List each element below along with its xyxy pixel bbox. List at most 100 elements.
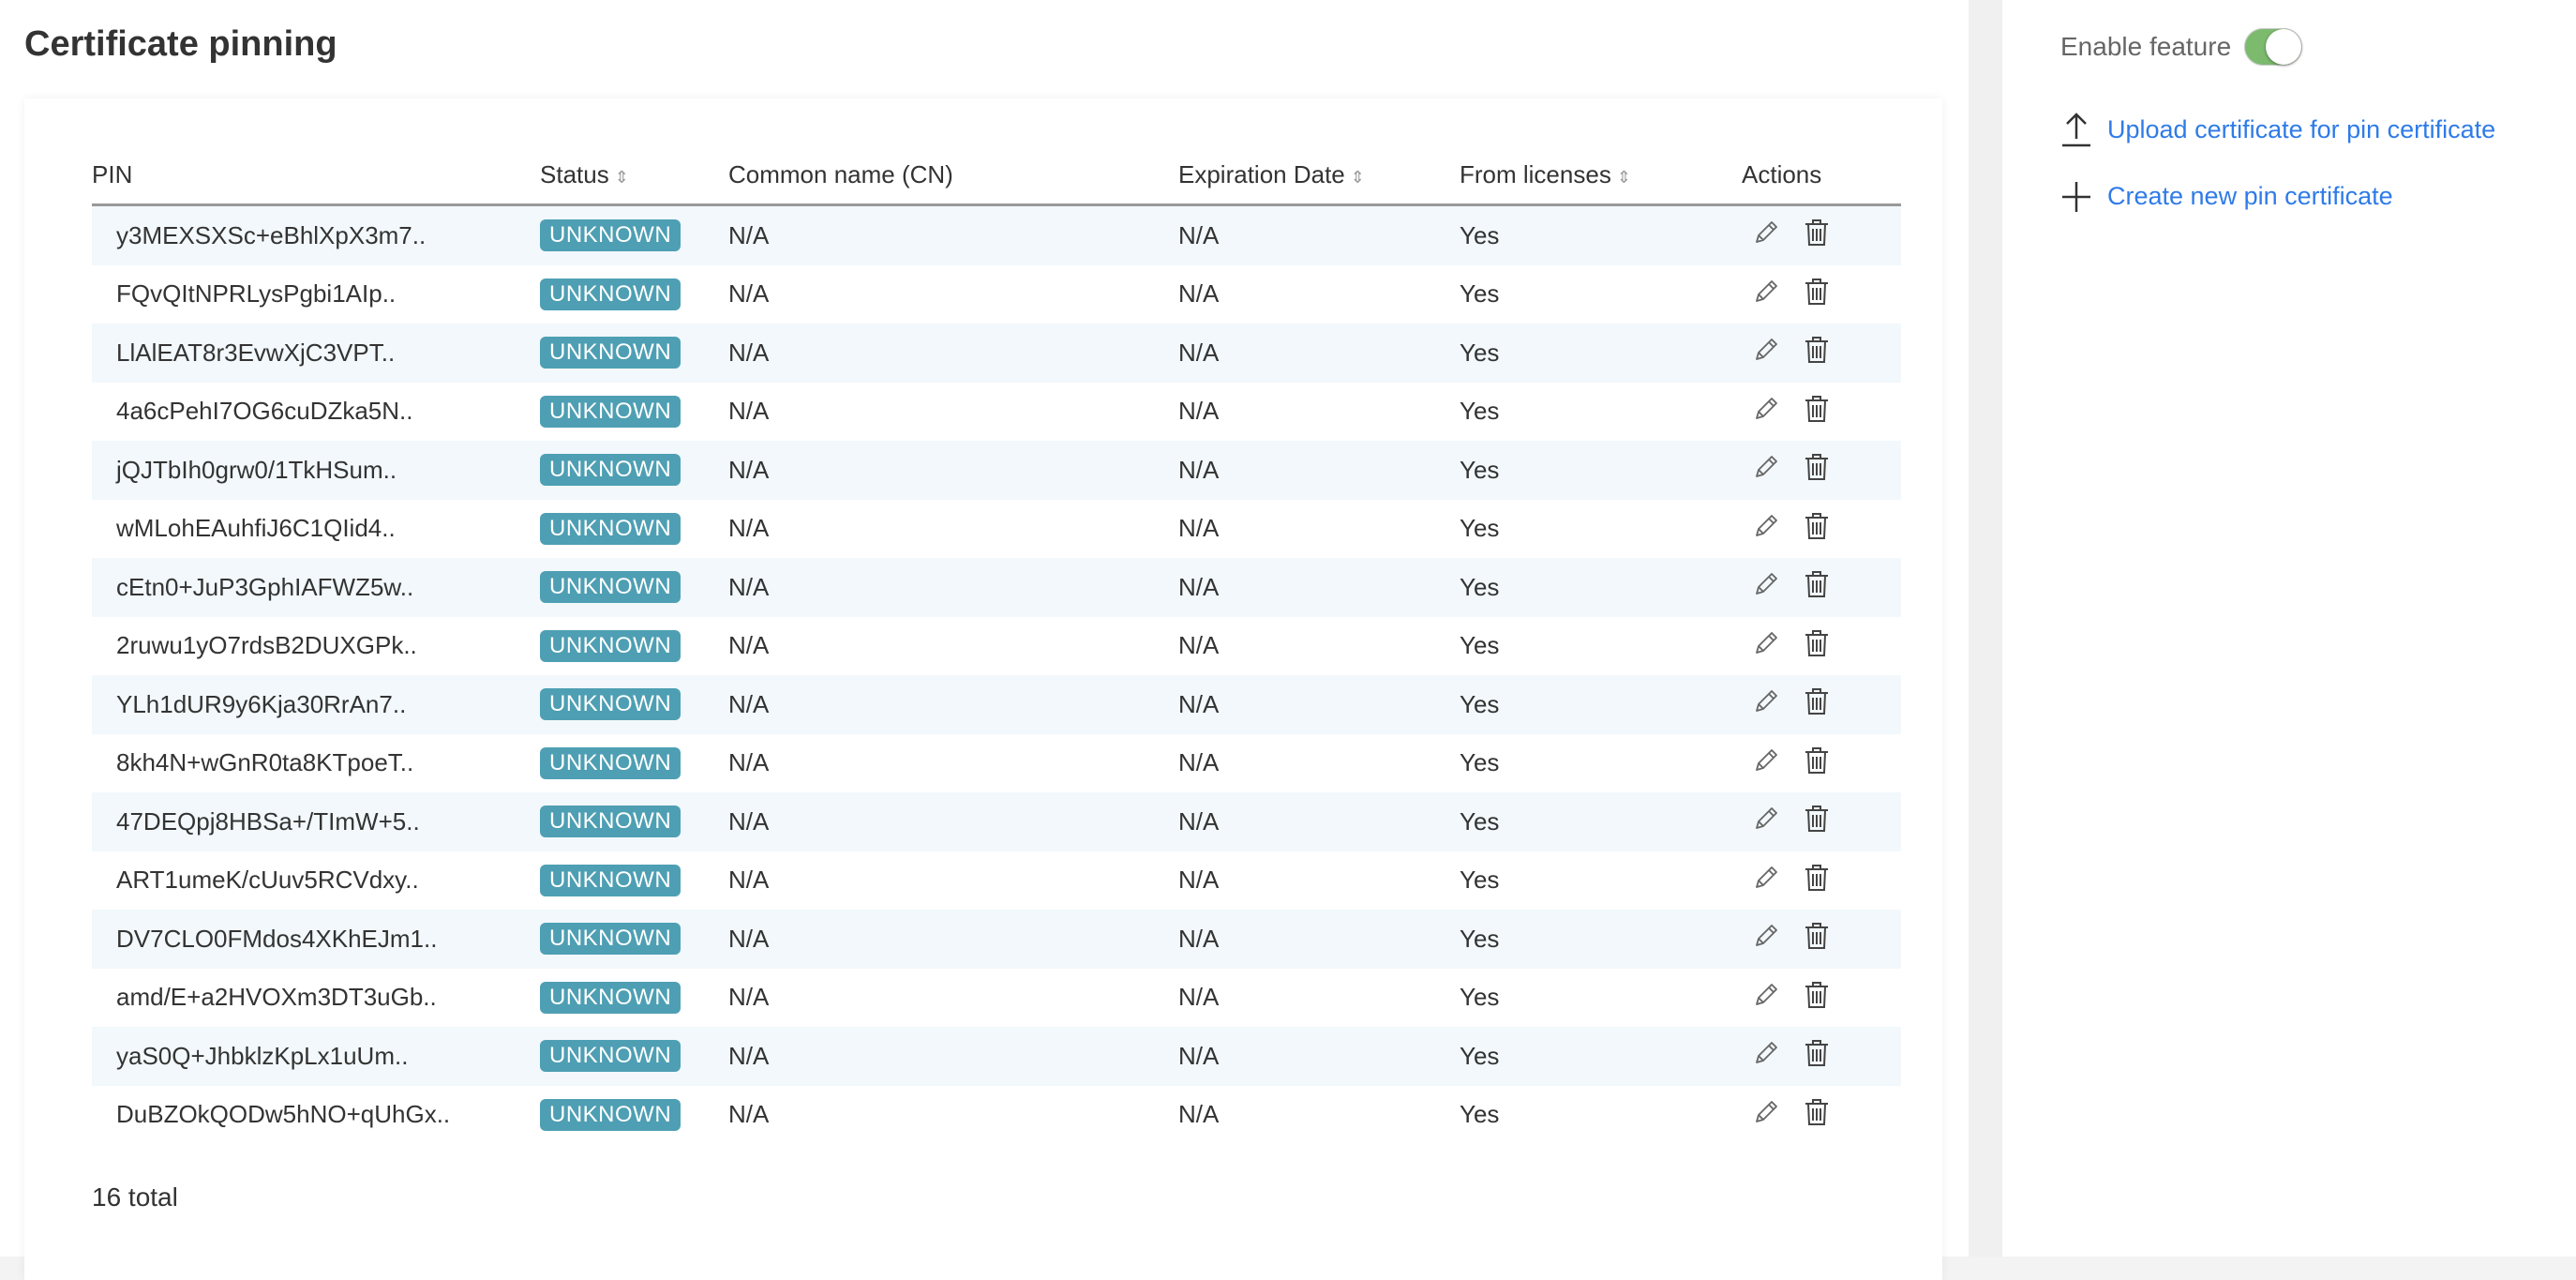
status-cell: UNKNOWN bbox=[540, 500, 728, 559]
table-row[interactable]: LlAlEAT8r3EvwXjC3VPT.. UNKNOWN N/A N/A Yes bbox=[92, 324, 1901, 383]
header-status-label: Status bbox=[540, 159, 609, 188]
expiration-cell: N/A bbox=[1178, 338, 1220, 367]
actions-cell bbox=[1742, 792, 1901, 851]
expiration-cell: N/A bbox=[1178, 220, 1220, 249]
status-badge: UNKNOWN bbox=[540, 278, 681, 310]
header-from-licenses[interactable]: From licenses ⇕ bbox=[1460, 145, 1742, 206]
pin-cell: 8kh4N+wGnR0ta8KTpoeT.. bbox=[116, 748, 414, 777]
trash-icon[interactable] bbox=[1802, 1037, 1832, 1069]
status-cell: UNKNOWN bbox=[540, 851, 728, 911]
table-row[interactable]: ART1umeK/cUuv5RCVdxy.. UNKNOWN N/A N/A Yes bbox=[92, 851, 1901, 911]
enable-feature: Enable feature bbox=[2060, 28, 2303, 66]
trash-icon[interactable] bbox=[1802, 627, 1832, 659]
sort-icon[interactable]: ⇕ bbox=[614, 167, 629, 187]
status-badge: UNKNOWN bbox=[540, 981, 681, 1014]
from-licenses-cell: Yes bbox=[1460, 1041, 1500, 1070]
table-row[interactable]: cEtn0+JuP3GphIAFWZ5w.. UNKNOWN N/A N/A Yes bbox=[92, 558, 1901, 617]
header-actions: Actions bbox=[1742, 145, 1901, 206]
from-licenses-cell: Yes bbox=[1460, 866, 1500, 895]
header-actions-label: Actions bbox=[1742, 159, 1822, 188]
table-row[interactable]: 4a6cPehI7OG6cuDZka5N.. UNKNOWN N/A N/A Yes bbox=[92, 383, 1901, 442]
table-row[interactable]: 8kh4N+wGnR0ta8KTpoeT.. UNKNOWN N/A N/A Yes bbox=[92, 734, 1901, 793]
from-licenses-cell: Yes bbox=[1460, 631, 1500, 660]
pencil-icon[interactable] bbox=[1751, 394, 1781, 424]
table-row[interactable]: wMLohEAuhfiJ6C1QIid4.. UNKNOWN N/A N/A Yes bbox=[92, 500, 1901, 559]
table-row[interactable]: DV7CLO0FMdos4XKhEJm1.. UNKNOWN N/A N/A Yes bbox=[92, 910, 1901, 969]
enable-feature-toggle[interactable] bbox=[2244, 28, 2303, 66]
create-certificate-link[interactable]: Create new pin certificate bbox=[2060, 177, 2393, 215]
pencil-icon[interactable] bbox=[1751, 511, 1781, 541]
side-panel: Enable feature Upload certificate for pi… bbox=[2002, 0, 2576, 1257]
pencil-icon[interactable] bbox=[1751, 335, 1781, 365]
trash-icon[interactable] bbox=[1802, 862, 1832, 894]
pencil-icon[interactable] bbox=[1751, 686, 1781, 716]
table-row[interactable]: jQJTbIh0grw0/1TkHSum.. UNKNOWN N/A N/A Yes bbox=[92, 441, 1901, 500]
pencil-icon[interactable] bbox=[1751, 804, 1781, 834]
pencil-icon[interactable] bbox=[1751, 1097, 1781, 1127]
trash-icon[interactable] bbox=[1802, 217, 1832, 248]
pencil-icon[interactable] bbox=[1751, 980, 1781, 1010]
status-badge: UNKNOWN bbox=[540, 1040, 681, 1073]
status-cell: UNKNOWN bbox=[540, 1027, 728, 1086]
pencil-icon[interactable] bbox=[1751, 628, 1781, 658]
header-pin-label: PIN bbox=[92, 159, 133, 188]
pencil-icon[interactable] bbox=[1751, 277, 1781, 307]
table-row[interactable]: 2ruwu1yO7rdsB2DUXGPk.. UNKNOWN N/A N/A Yes bbox=[92, 617, 1901, 676]
trash-icon[interactable] bbox=[1802, 510, 1832, 542]
header-expiration[interactable]: Expiration Date ⇕ bbox=[1178, 145, 1460, 206]
cn-cell: N/A bbox=[728, 983, 770, 1012]
trash-icon[interactable] bbox=[1802, 979, 1832, 1011]
pencil-icon[interactable] bbox=[1751, 745, 1781, 776]
pins-card: PIN Status ⇕ Common name (CN) Expiration … bbox=[24, 98, 1942, 1280]
status-badge: UNKNOWN bbox=[540, 337, 681, 369]
sort-icon[interactable]: ⇕ bbox=[1350, 167, 1365, 187]
status-badge: UNKNOWN bbox=[540, 454, 681, 487]
sort-icon[interactable]: ⇕ bbox=[1616, 167, 1631, 187]
table-row[interactable]: FQvQItNPRLysPgbi1AIp.. UNKNOWN N/A N/A Yes bbox=[92, 265, 1901, 324]
trash-icon[interactable] bbox=[1802, 1096, 1832, 1128]
status-badge: UNKNOWN bbox=[540, 923, 681, 956]
trash-icon[interactable] bbox=[1802, 334, 1832, 366]
trash-icon[interactable] bbox=[1802, 803, 1832, 835]
cn-cell: N/A bbox=[728, 514, 770, 543]
header-from-licenses-label: From licenses bbox=[1460, 159, 1611, 188]
status-badge: UNKNOWN bbox=[540, 571, 681, 604]
page-title: Certificate pinning bbox=[24, 24, 337, 64]
table-row[interactable]: DuBZOkQODw5hNO+qUhGx.. UNKNOWN N/A N/A Yes bbox=[92, 1086, 1901, 1145]
table-row[interactable]: 47DEQpj8HBSa+/TImW+5.. UNKNOWN N/A N/A Yes bbox=[92, 792, 1901, 851]
from-licenses-cell: Yes bbox=[1460, 338, 1500, 367]
pencil-icon[interactable] bbox=[1751, 569, 1781, 599]
cn-cell: N/A bbox=[728, 220, 770, 249]
status-badge: UNKNOWN bbox=[540, 806, 681, 838]
actions-cell bbox=[1742, 265, 1901, 324]
trash-icon[interactable] bbox=[1802, 745, 1832, 776]
plus-icon bbox=[2062, 182, 2090, 212]
enable-feature-label: Enable feature bbox=[2060, 32, 2232, 61]
trash-icon[interactable] bbox=[1802, 451, 1832, 483]
from-licenses-cell: Yes bbox=[1460, 924, 1500, 953]
trash-icon[interactable] bbox=[1802, 685, 1832, 717]
pin-cell: cEtn0+JuP3GphIAFWZ5w.. bbox=[116, 572, 414, 601]
table-row[interactable]: amd/E+a2HVOXm3DT3uGb.. UNKNOWN N/A N/A Yes bbox=[92, 969, 1901, 1028]
from-licenses-cell: Yes bbox=[1460, 397, 1500, 426]
pencil-icon[interactable] bbox=[1751, 863, 1781, 893]
expiration-cell: N/A bbox=[1178, 455, 1220, 484]
pencil-icon[interactable] bbox=[1751, 452, 1781, 482]
pencil-icon[interactable] bbox=[1751, 218, 1781, 248]
trash-icon[interactable] bbox=[1802, 393, 1832, 425]
pencil-icon[interactable] bbox=[1751, 1038, 1781, 1068]
cn-cell: N/A bbox=[728, 338, 770, 367]
table-row[interactable]: y3MEXSXSc+eBhlXpX3m7.. UNKNOWN N/A N/A Yes bbox=[92, 204, 1901, 265]
trash-icon[interactable] bbox=[1802, 276, 1832, 308]
upload-certificate-link[interactable]: Upload certificate for pin certificate bbox=[2060, 111, 2495, 148]
table-row[interactable]: YLh1dUR9y6Kja30RrAn7.. UNKNOWN N/A N/A Yes bbox=[92, 675, 1901, 734]
create-certificate-label: Create new pin certificate bbox=[2107, 181, 2393, 210]
expiration-cell: N/A bbox=[1178, 514, 1220, 543]
header-status[interactable]: Status ⇕ bbox=[540, 145, 728, 206]
trash-icon[interactable] bbox=[1802, 568, 1832, 600]
pins-table: PIN Status ⇕ Common name (CN) Expiration … bbox=[92, 145, 1901, 1144]
table-row[interactable]: yaS0Q+JhbklzKpLx1uUm.. UNKNOWN N/A N/A Yes bbox=[92, 1027, 1901, 1086]
actions-cell bbox=[1742, 1086, 1901, 1145]
pencil-icon[interactable] bbox=[1751, 921, 1781, 951]
trash-icon[interactable] bbox=[1802, 920, 1832, 952]
